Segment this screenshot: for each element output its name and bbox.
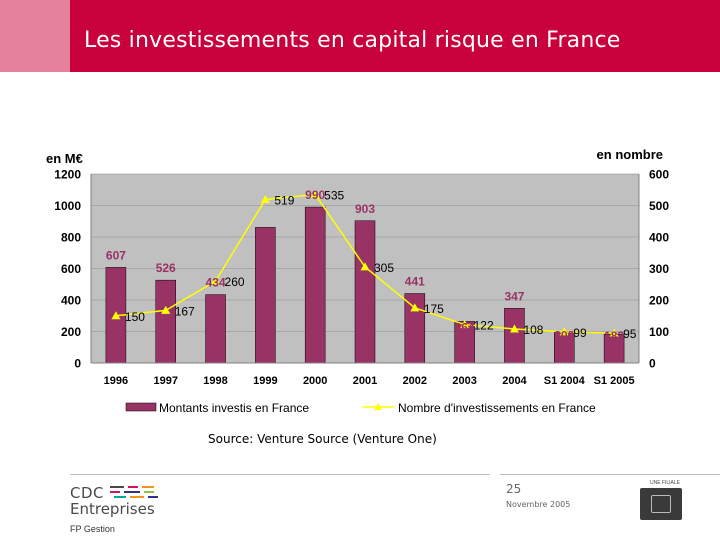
line-marker — [310, 189, 320, 198]
left-tick-label: 1200 — [54, 168, 81, 182]
x-tick-label: 2003 — [452, 375, 476, 387]
line-marker — [509, 324, 519, 333]
bar-value-label: 861 — [255, 232, 275, 246]
filiale-label: UNE FILIALE — [650, 480, 681, 486]
bar — [354, 220, 376, 364]
left-tick-label: 200 — [61, 325, 81, 339]
axes: 0 200 400 600 800 1000 1200 0 100 200 300 400 500 600… — [54, 168, 669, 388]
right-tick-label: 600 — [649, 168, 669, 182]
line-marker — [609, 328, 619, 337]
bar — [205, 294, 226, 364]
seal-emblem — [651, 495, 671, 513]
footer-rule-left — [70, 474, 490, 475]
source-note: Source: Venture Source (Venture One) — [208, 432, 437, 446]
chart-legend: Montants investis en France Nombre d'inv… — [125, 401, 596, 415]
line-value-label: 167 — [175, 304, 195, 318]
x-tick-label: 2001 — [353, 375, 377, 387]
line-marker — [360, 262, 370, 271]
slide-title: Les investissements en capital risque en… — [84, 28, 621, 53]
line-value-label: 108 — [523, 323, 543, 337]
right-axis-title: en nombre — [597, 147, 663, 162]
logo-line1: CDC — [70, 484, 104, 502]
bar-data-labels: 607 526 434 861 990 903 441 264 347 200 183 — [106, 188, 625, 343]
left-tick-label: 1000 — [54, 199, 81, 213]
line-marker — [460, 320, 470, 329]
bar — [255, 227, 276, 364]
page-date: Novembre 2005 — [506, 500, 571, 509]
left-tick-label: 600 — [61, 262, 81, 276]
x-tick-label: 1998 — [203, 375, 227, 387]
line-value-label: 99 — [573, 326, 587, 340]
caisse-des-depots-seal — [640, 488, 682, 520]
right-tick-label: 100 — [649, 325, 669, 339]
slide-header: Les investissements en capital risque en… — [0, 0, 720, 72]
x-tick-label: S1 2004 — [544, 375, 586, 387]
cdc-entreprises-logo: CDC Entreprises FP Gestion — [70, 484, 170, 536]
x-tick-label: 2000 — [303, 375, 327, 387]
right-tick-label: 400 — [649, 231, 669, 245]
x-tick-label: 2004 — [502, 375, 527, 387]
bar-value-label: 526 — [156, 261, 176, 275]
line-marker — [559, 327, 569, 336]
bar-value-label: 434 — [206, 276, 226, 290]
line-marker — [211, 276, 221, 285]
x-tick-label: 1999 — [253, 375, 277, 387]
logo-color-bars — [110, 486, 164, 498]
line-value-label: 175 — [424, 302, 444, 316]
footer-rule-right — [500, 474, 720, 475]
bar-value-label: 200 — [554, 329, 574, 343]
legend-bar-swatch — [125, 402, 157, 412]
x-tick-label: S1 2005 — [594, 375, 635, 387]
logo-line2: Entreprises — [70, 500, 155, 518]
x-tick-label: 2002 — [403, 375, 427, 387]
line-value-label: 535 — [324, 188, 344, 202]
right-tick-label: 200 — [649, 294, 669, 308]
bar-value-label: 183 — [604, 329, 624, 343]
legend-line-marker — [374, 403, 382, 410]
line-value-label: 95 — [623, 327, 637, 341]
line-value-label: 260 — [225, 275, 245, 289]
left-tick-label: 800 — [61, 231, 81, 245]
header-accent-block — [0, 0, 70, 72]
x-tick-label: 1996 — [104, 375, 128, 387]
line-data-labels: 150 167 260 519 535 305 175 122 108 99 95 — [125, 188, 637, 341]
bar — [155, 279, 176, 364]
line-marker — [260, 195, 270, 204]
line-value-label: 150 — [125, 310, 145, 324]
left-tick-label: 0 — [74, 357, 81, 371]
right-tick-label: 500 — [649, 199, 669, 213]
legend-line-label: Nombre d'investissements en France — [398, 401, 596, 415]
page-number: 25 — [506, 482, 522, 496]
bar-value-label: 347 — [504, 289, 524, 303]
line-value-label: 305 — [374, 261, 394, 275]
right-tick-label: 0 — [649, 357, 656, 371]
line-series — [111, 189, 619, 337]
bar-value-label: 264 — [455, 320, 475, 334]
line-value-label: 122 — [474, 319, 494, 333]
left-axis-title: en M€ — [46, 151, 83, 166]
line-marker — [410, 303, 420, 312]
left-tick-label: 400 — [61, 294, 81, 308]
bar-value-label: 903 — [355, 202, 375, 216]
bar-value-label: 441 — [405, 275, 425, 289]
logo-subtitle: FP Gestion — [70, 524, 115, 534]
line-marker — [161, 305, 171, 314]
x-tick-label: 1997 — [153, 375, 177, 387]
bar — [504, 308, 525, 364]
line-marker — [111, 311, 121, 320]
legend-bar-label: Montants investis en France — [159, 401, 309, 415]
bar-value-label: 607 — [106, 248, 126, 262]
bar — [304, 206, 326, 364]
bar-value-label: 990 — [305, 188, 325, 202]
right-tick-label: 300 — [649, 262, 669, 276]
line-value-label: 519 — [274, 194, 294, 208]
